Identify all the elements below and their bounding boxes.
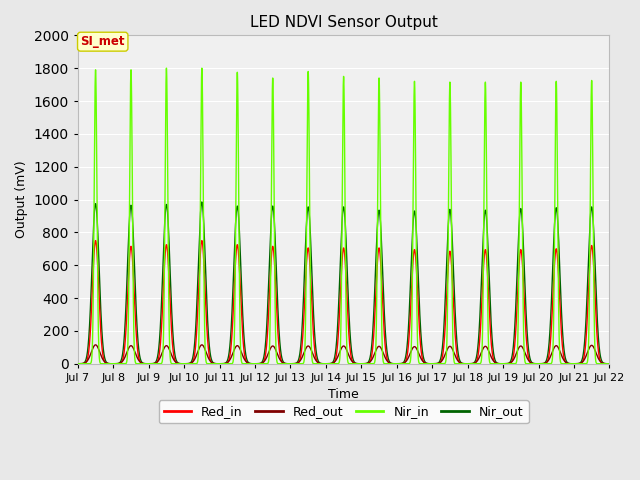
Red_in (74, 361, 82, 367)
Line: Red_in: Red_in (78, 240, 609, 364)
Nir_in (74, 361, 82, 367)
Nir_out (74, 361, 82, 367)
Red_out (598, 360, 606, 366)
Title: LED NDVI Sensor Output: LED NDVI Sensor Output (250, 15, 438, 30)
Line: Nir_in: Nir_in (78, 68, 609, 364)
Nir_out (598, 359, 606, 365)
Nir_in (313, 361, 321, 367)
Nir_in (550, 234, 558, 240)
Nir_in (604, 361, 612, 367)
Nir_in (163, 65, 170, 71)
Text: SI_met: SI_met (81, 35, 125, 48)
Red_out (550, 344, 558, 350)
X-axis label: Time: Time (328, 388, 359, 401)
Legend: Red_in, Red_out, Nir_in, Nir_out: Red_in, Red_out, Nir_in, Nir_out (159, 400, 529, 423)
Nir_in (536, 361, 543, 367)
Red_in (604, 361, 612, 367)
Nir_out (198, 199, 205, 205)
Red_out (74, 361, 82, 367)
Red_out (313, 359, 321, 364)
Nir_in (413, 318, 421, 324)
Red_out (92, 342, 99, 348)
Red_out (536, 361, 543, 367)
Red_in (313, 358, 321, 364)
Nir_out (605, 361, 613, 367)
Red_in (605, 361, 613, 367)
Nir_in (605, 361, 613, 367)
Line: Red_out: Red_out (78, 345, 609, 364)
Nir_out (413, 244, 421, 250)
Red_out (605, 361, 613, 367)
Red_in (92, 238, 99, 243)
Nir_out (536, 361, 543, 367)
Nir_in (598, 361, 606, 367)
Red_in (413, 279, 421, 285)
Nir_out (313, 353, 321, 359)
Nir_out (604, 361, 612, 367)
Y-axis label: Output (mV): Output (mV) (15, 161, 28, 239)
Red_out (604, 361, 612, 367)
Line: Nir_out: Nir_out (78, 202, 609, 364)
Red_in (598, 360, 606, 366)
Red_in (550, 261, 558, 267)
Nir_out (550, 222, 558, 228)
Red_out (413, 347, 421, 352)
Red_in (536, 361, 543, 367)
